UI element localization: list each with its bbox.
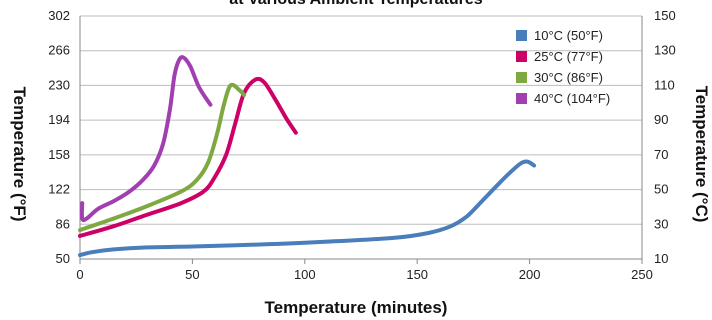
series-line-4 bbox=[79, 55, 213, 223]
y-tick-label-left: 50 bbox=[56, 251, 70, 266]
x-tick-label: 200 bbox=[519, 267, 541, 282]
y-tick-label-right: 50 bbox=[654, 182, 668, 197]
axes: 50 10 86 30 122 50 158 70 194 90 230 110 266 130 302 15… bbox=[48, 8, 675, 282]
y-tick-label-right: 110 bbox=[654, 77, 675, 92]
legend-label-1: 10°C (50°F) bbox=[534, 28, 603, 43]
legend-label-3: 30°C (86°F) bbox=[534, 70, 603, 85]
y-tick-label-left: 86 bbox=[56, 216, 70, 231]
y-tick-label-right: 130 bbox=[654, 43, 676, 58]
legend-swatch-1 bbox=[516, 30, 527, 41]
chart-title: at Various Ambient Temperatures bbox=[229, 0, 483, 8]
legend-swatch-2 bbox=[516, 51, 527, 62]
legend-swatch-3 bbox=[516, 72, 527, 83]
y-axis-title-left: Temperature (°F) bbox=[10, 87, 29, 222]
y-tick-label-right: 30 bbox=[654, 216, 668, 231]
legend-label-4: 40°C (104°F) bbox=[534, 91, 610, 106]
legend: 10°C (50°F) 25°C (77°F) 30°C (86°F) 40°C (1… bbox=[516, 28, 610, 106]
legend-label-2: 25°C (77°F) bbox=[534, 49, 603, 64]
x-tick-label: 50 bbox=[185, 267, 199, 282]
x-tick-label: 150 bbox=[406, 267, 428, 282]
x-tick-label: 250 bbox=[631, 267, 653, 282]
y-axis-title-right: Temperature (°C) bbox=[692, 86, 711, 223]
series-line-1 bbox=[78, 159, 537, 258]
y-tick-label-left: 122 bbox=[48, 182, 70, 197]
y-tick-label-right: 70 bbox=[654, 147, 668, 162]
legend-swatch-4 bbox=[516, 93, 527, 104]
x-tick-label: 100 bbox=[294, 267, 316, 282]
y-tick-label-right: 10 bbox=[654, 251, 668, 266]
y-tick-label-left: 266 bbox=[48, 43, 70, 58]
y-tick-label-left: 230 bbox=[48, 77, 70, 92]
y-tick-label-left: 158 bbox=[48, 147, 70, 162]
y-tick-label-right: 150 bbox=[654, 8, 676, 23]
y-tick-label-left: 194 bbox=[48, 112, 70, 127]
series-lines bbox=[78, 55, 537, 258]
x-axis-title: Temperature (minutes) bbox=[265, 298, 448, 317]
y-tick-label-right: 90 bbox=[654, 112, 668, 127]
y-tick-label-left: 302 bbox=[48, 8, 70, 23]
series-line-3 bbox=[78, 82, 247, 233]
series-line-2 bbox=[78, 76, 298, 238]
x-tick-label: 0 bbox=[76, 267, 83, 282]
